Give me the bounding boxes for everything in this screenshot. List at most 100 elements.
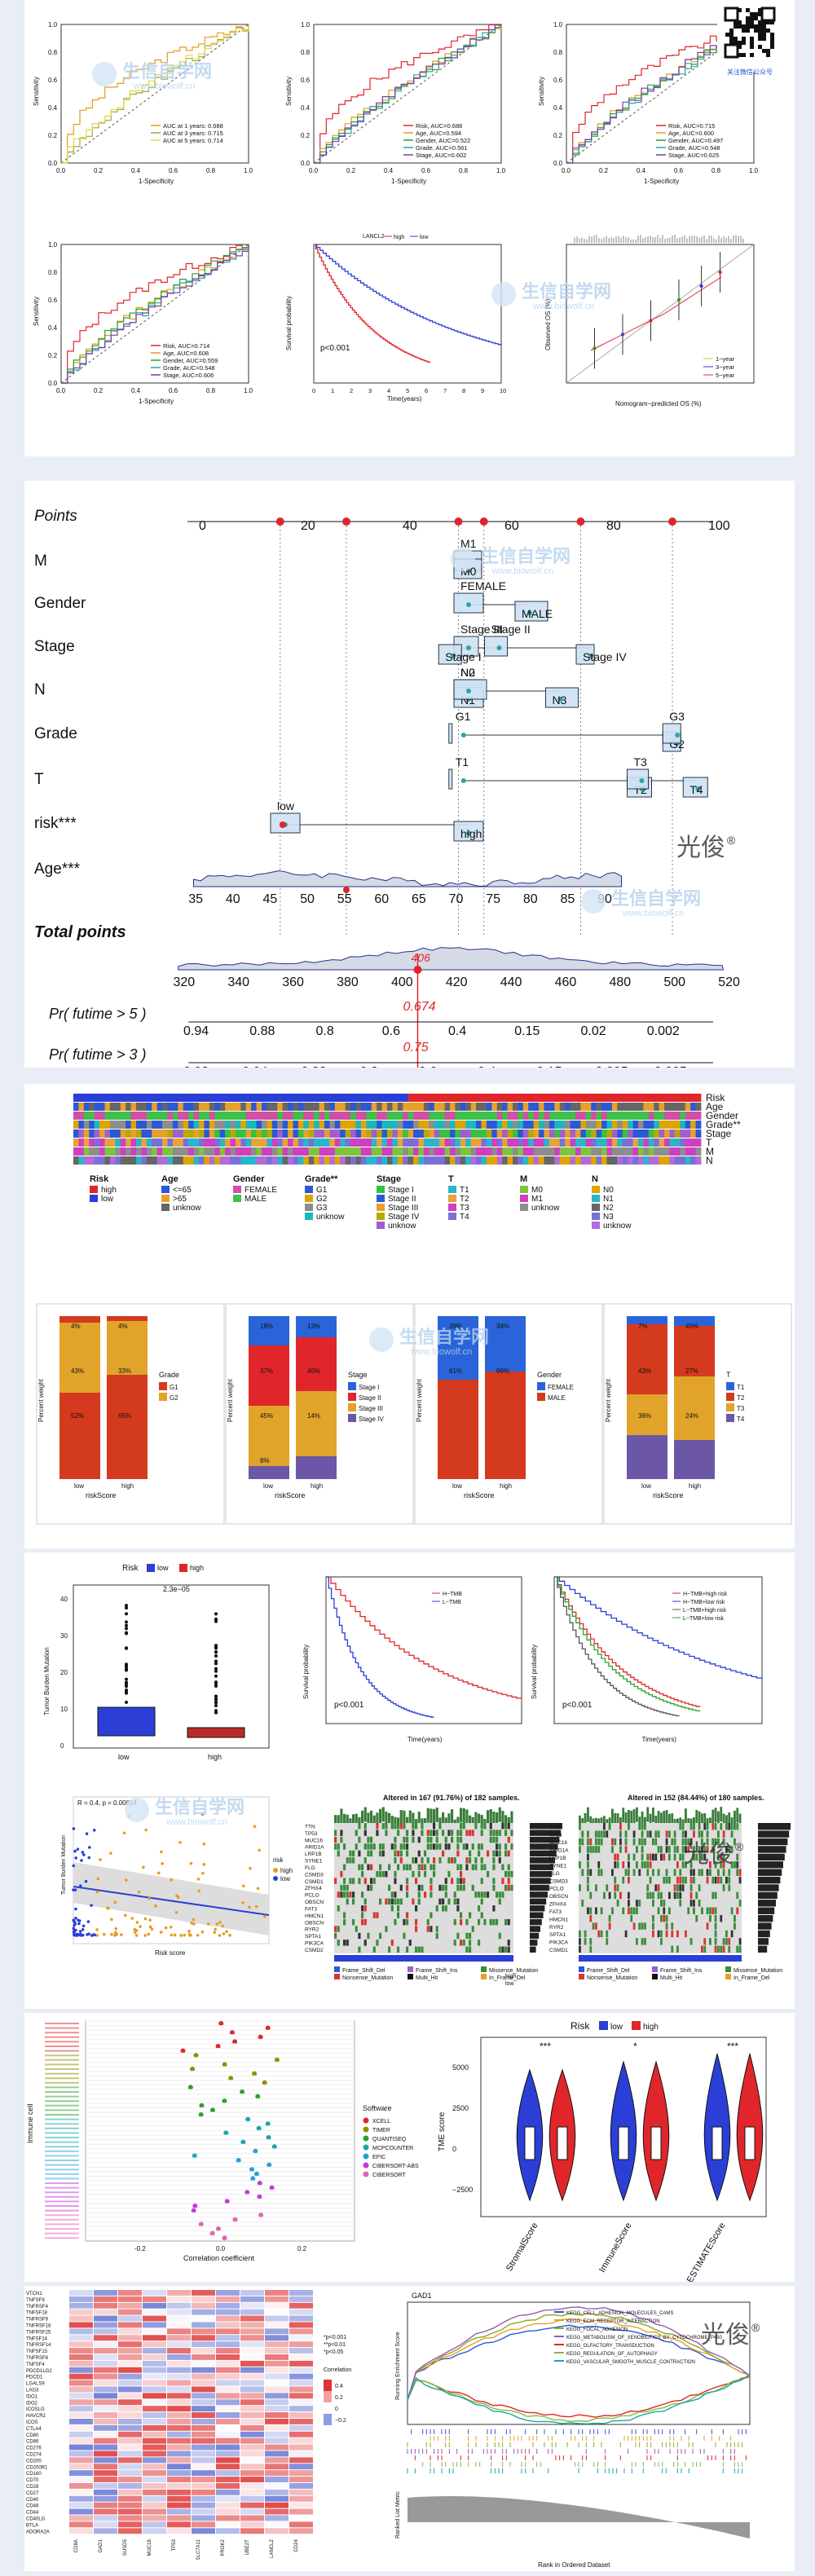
heat-track-label: N: [706, 1155, 713, 1166]
corr-gene-label: CD80: [26, 2433, 39, 2438]
corr-cell: [94, 2489, 117, 2495]
heat-cell: [418, 1094, 425, 1102]
onco-top-bar: [435, 1808, 438, 1823]
onco-cell: [689, 1900, 693, 1907]
corr-cell: [118, 2386, 142, 2393]
stack-x-label: riskScore: [653, 1491, 684, 1499]
heat-cell: [303, 1121, 310, 1129]
onco-cell: [340, 1870, 343, 1878]
heat-cell: [533, 1112, 540, 1120]
corr-cell: [69, 2380, 93, 2386]
onco-cell: [668, 1876, 671, 1884]
heat-cell: [559, 1147, 566, 1156]
scatter-point: [85, 1832, 89, 1835]
corr-cell: [69, 2302, 93, 2309]
probability-value: 0.75: [403, 1041, 429, 1055]
corr-cell: [143, 2302, 166, 2309]
onco-cell: [496, 1918, 499, 1926]
onco-cell: [622, 1907, 625, 1914]
onco-cell: [717, 1838, 720, 1846]
violin-significance: ***: [727, 2041, 738, 2052]
heat-cell: [507, 1138, 513, 1147]
onco-cell: [595, 1907, 597, 1914]
heat-cell: [606, 1156, 613, 1165]
corr-gene-label: CD27: [26, 2491, 39, 2496]
onco-top-bar: [370, 1810, 373, 1825]
heat-cell: [314, 1112, 319, 1120]
nomogram-row-label: Age***: [34, 861, 81, 878]
heat-cell: [381, 1129, 388, 1138]
heat-cell: [130, 1103, 137, 1111]
scatter-point: [123, 1913, 127, 1918]
onco-cell: [725, 1876, 728, 1884]
tmb-outlier: [125, 1684, 128, 1689]
oncoplot-title: Altered in 167 (91.76%) of 182 samples.: [383, 1794, 520, 1802]
corr-cell: [94, 2412, 117, 2418]
scatter-point: [82, 1924, 86, 1928]
heat-cell: [334, 1103, 341, 1111]
heat-cell: [271, 1129, 278, 1138]
tmb-outlier: [125, 1623, 128, 1627]
heat-cell: [178, 1112, 184, 1120]
onco-cell: [636, 1938, 638, 1945]
heat-cell: [340, 1103, 346, 1111]
heat-cell: [674, 1121, 681, 1129]
category-point: [496, 645, 502, 650]
heat-cell: [502, 1121, 508, 1129]
violin-y-label: TME score: [438, 2111, 447, 2151]
corr-cell: [167, 2296, 191, 2302]
corr-cell: [240, 2348, 264, 2354]
heat-cell: [329, 1094, 336, 1102]
legend-entry: AUC at 3 years: 0.715: [163, 130, 223, 137]
onco-legend-item: In_Frame_Del: [734, 1975, 770, 1981]
corr-cell: [143, 2315, 166, 2322]
heat-cell: [308, 1112, 315, 1120]
onco-cell: [671, 1945, 674, 1953]
onco-legend-item: Missense_Mutation: [489, 1968, 538, 1974]
watermark: 生信自学网: [399, 1327, 489, 1347]
onco-gene-label: CSMD1: [305, 1879, 324, 1885]
stack-percent-label: 4%: [118, 1323, 128, 1330]
heat-cell: [288, 1129, 293, 1138]
heat-cell: [585, 1103, 592, 1111]
corr-cell: [167, 2515, 191, 2521]
heat-cell: [648, 1156, 654, 1165]
heat-cell: [460, 1156, 466, 1165]
category-label: T1: [456, 755, 469, 768]
onco-top-bar: [734, 1810, 736, 1825]
onco-cell: [679, 1823, 682, 1830]
onco-gene-label: CSMD3: [305, 1872, 324, 1878]
onco-cell: [471, 1843, 474, 1850]
corr-cell: [167, 2489, 191, 2495]
heat-cell: [450, 1112, 456, 1120]
heat-cell: [669, 1138, 676, 1147]
heat-cell: [403, 1112, 409, 1120]
scatter-point: [82, 1853, 86, 1856]
heat-cell: [115, 1094, 121, 1102]
category-label: M1: [460, 537, 477, 550]
onco-cell: [385, 1823, 388, 1830]
corr-gene-label: CD70: [26, 2478, 39, 2483]
qr-finder: [724, 7, 739, 22]
onco-cell: [507, 1940, 510, 1946]
heat-cell: [104, 1129, 111, 1138]
watermark-url: www.biowolf.cn: [491, 566, 553, 576]
corr-cell: [265, 2477, 289, 2482]
corr-gene-label: TNFRSF14: [26, 2343, 51, 2348]
heat-cell: [548, 1129, 555, 1138]
corr-cell: [94, 2470, 117, 2477]
scatter-point: [86, 1920, 90, 1923]
onco-cell: [433, 1830, 436, 1836]
scatter-point: [218, 1934, 222, 1937]
y-tick-label: 0.6: [48, 297, 58, 304]
onco-top-bar: [622, 1808, 625, 1823]
corr-cell: [289, 2386, 313, 2393]
tmb-legend-title: Risk: [122, 1564, 139, 1573]
heat-cell: [340, 1094, 346, 1102]
heat-cell: [78, 1138, 85, 1147]
heat-cell: [271, 1138, 278, 1147]
onco-cell: [367, 1932, 370, 1940]
qr-module: [746, 24, 750, 29]
heat-cell: [554, 1112, 561, 1120]
corr-cell: [240, 2521, 264, 2528]
